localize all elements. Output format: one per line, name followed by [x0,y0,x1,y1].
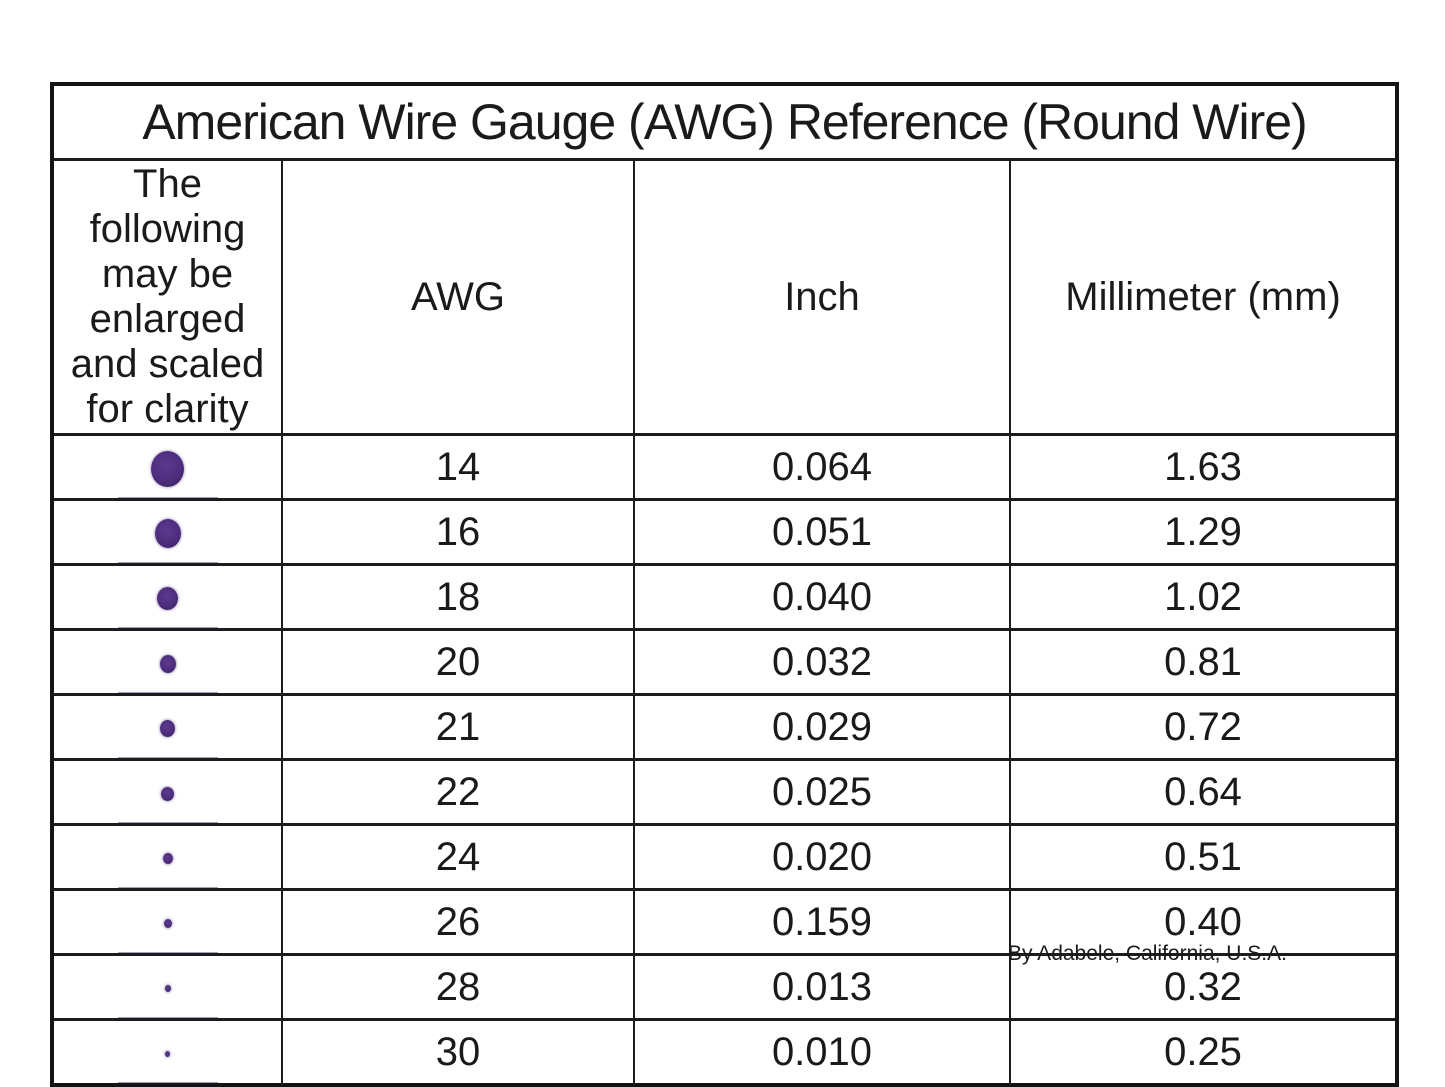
table-row: 22 0.025 0.64 [51,758,1399,826]
title-row: American Wire Gauge (AWG) Reference (Rou… [50,82,1399,161]
inch-value: 0.013 [633,953,1011,1021]
mm-value: 0.51 [1008,823,1399,891]
awg-value: 14 [281,433,635,501]
table-row: 18 0.040 1.02 [51,563,1399,631]
mm-value: 1.29 [1008,498,1399,566]
table-row: 20 0.032 0.81 [51,628,1399,696]
wire-size-dot-icon [159,654,176,673]
inch-value: 0.040 [633,563,1011,631]
wire-size-cell [51,433,283,501]
col-header-mm: Millimeter (mm) [1008,158,1399,436]
inch-value: 0.010 [633,1018,1011,1087]
awg-value: 28 [281,953,635,1021]
wire-size-cell [51,953,283,1021]
wire-size-dot-icon [151,450,184,487]
awg-value: 30 [281,1018,635,1087]
table-row: 30 0.010 0.25 [51,1018,1399,1087]
awg-value: 21 [281,693,635,761]
wire-size-dot-icon [162,853,173,865]
awg-value: 20 [281,628,635,696]
mm-value: 0.40 [1008,888,1399,956]
wire-size-dot-icon [165,1050,170,1057]
wire-size-dot-icon [157,587,178,611]
awg-reference-table: American Wire Gauge (AWG) Reference (Rou… [50,82,1400,1087]
note-cell: The following may be enlarged and scaled… [51,158,283,436]
col-header-inch: Inch [633,158,1011,436]
wire-size-cell [51,498,283,566]
wire-size-dot-icon [163,919,172,929]
wire-size-cell [51,888,283,956]
wire-size-cell [51,693,283,761]
mm-value: 1.63 [1008,433,1399,501]
wire-size-cell [51,628,283,696]
inch-value: 0.051 [633,498,1011,566]
inch-value: 0.032 [633,628,1011,696]
wire-size-cell [51,823,283,891]
wire-size-dot-icon [161,786,174,801]
wire-size-cell [51,1018,283,1087]
mm-value: 0.64 [1008,758,1399,826]
table-row: 16 0.051 1.29 [51,498,1399,566]
mm-value: 0.32 [1008,953,1399,1021]
wire-size-dot-icon [164,985,171,993]
wire-size-cell [51,563,283,631]
wire-size-dot-icon [154,519,181,549]
table-row: 26 0.159 0.40 [51,888,1399,956]
inch-value: 0.159 [633,888,1011,956]
mm-value: 1.02 [1008,563,1399,631]
attribution-text: By Adabele, California, U.S.A. [1008,942,1287,965]
inch-value: 0.025 [633,758,1011,826]
table-title: American Wire Gauge (AWG) Reference (Rou… [50,82,1399,161]
table-row: 28 0.013 0.32 [51,953,1399,1021]
wire-size-dot-icon [160,720,175,738]
dot-underline-mark [117,1082,218,1083]
inch-value: 0.029 [633,693,1011,761]
awg-value: 26 [281,888,635,956]
note-text: The following may be enlarged and scaled… [70,162,265,432]
awg-value: 16 [281,498,635,566]
table-row: 21 0.029 0.72 [51,693,1399,761]
mm-value: 0.72 [1008,693,1399,761]
mm-value: 0.25 [1008,1018,1399,1087]
wire-size-cell [51,758,283,826]
table-row: 24 0.020 0.51 [51,823,1399,891]
awg-value: 22 [281,758,635,826]
mm-value: 0.81 [1008,628,1399,696]
page: American Wire Gauge (AWG) Reference (Rou… [50,82,1400,1087]
inch-value: 0.020 [633,823,1011,891]
header-row: The following may be enlarged and scaled… [51,158,1399,436]
awg-value: 24 [281,823,635,891]
table-row: 14 0.064 1.63 [51,433,1399,501]
col-header-awg: AWG [281,158,635,436]
inch-value: 0.064 [633,433,1011,501]
awg-value: 18 [281,563,635,631]
